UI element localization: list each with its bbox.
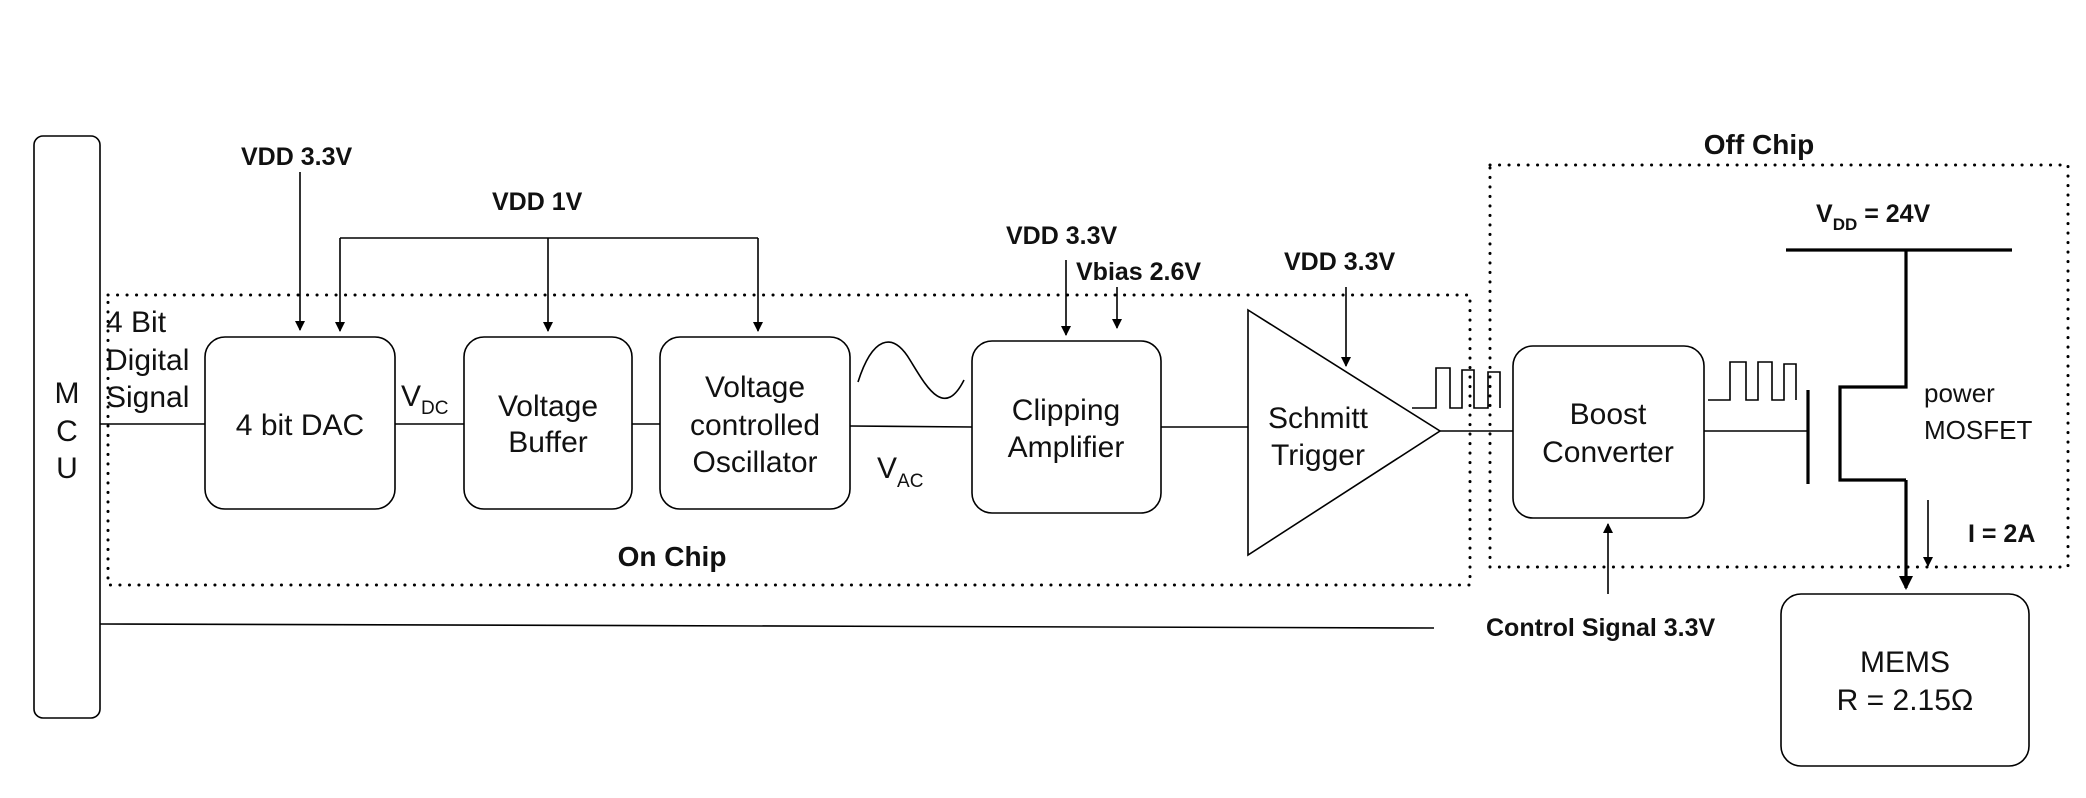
vbias-label: Vbias 2.6V: [1076, 258, 1201, 286]
square-wave-icon-boost: [1708, 361, 1797, 401]
dac-block: [204, 336, 396, 510]
input-signal-line1: 4 Bit: [106, 306, 167, 339]
on-chip-label: On Chip: [618, 541, 727, 572]
mcu-block: [33, 135, 101, 719]
buffer-label-line2: Buffer: [508, 426, 588, 459]
input-signal-line2: Digital: [106, 344, 189, 377]
mosfet-channel: [1838, 250, 1908, 482]
vdc-label: VDC: [401, 380, 448, 419]
boost-label-line2: Converter: [1542, 436, 1674, 469]
boost-converter-block: [1512, 345, 1705, 519]
wire-vco-clipping: [849, 425, 973, 428]
schmitt-label-line2: Trigger: [1271, 439, 1365, 472]
vco-label-line1: Voltage: [705, 371, 805, 404]
wire-mcu-control: [99, 623, 1435, 629]
vco-label-line3: Oscillator: [692, 446, 817, 479]
vco-label-line2: controlled: [690, 409, 820, 442]
amp-vdd-label: VDD 3.3V: [1006, 222, 1117, 250]
control-signal-label: Control Signal 3.3V: [1486, 614, 1716, 642]
input-signal-line3: Signal: [106, 381, 189, 414]
mosfet-label-line2: MOSFET: [1924, 415, 2032, 445]
mcu-letter-u: U: [56, 452, 78, 485]
mems-label-line1: MEMS: [1860, 646, 1950, 679]
vdd-24v-label: VDD = 24V: [1816, 200, 1931, 234]
sine-wave-icon: [857, 341, 965, 400]
boost-label-line1: Boost: [1570, 398, 1647, 431]
square-wave-icon-schmitt: [1412, 367, 1501, 409]
schmitt-vdd-label: VDD 3.3V: [1284, 248, 1395, 276]
mems-label-line2: R = 2.15Ω: [1837, 684, 1974, 717]
off-chip-region: [1488, 163, 2070, 569]
mcu-letter-c: C: [56, 415, 78, 448]
dac-vdd-label: VDD 3.3V: [241, 143, 352, 171]
current-label: I = 2A: [1968, 520, 2035, 548]
mcu-letter-m: M: [55, 377, 80, 410]
vac-label: VAC: [877, 452, 923, 492]
schmitt-trigger-block: [1247, 308, 1442, 557]
off-chip-label: Off Chip: [1704, 129, 1814, 160]
schmitt-label-line1: Schmitt: [1268, 402, 1369, 435]
buffer-label-line1: Voltage: [498, 390, 598, 423]
mems-block: [1780, 593, 2030, 767]
clipping-label-line1: Clipping: [1012, 394, 1120, 427]
vdd-1v-label: VDD 1V: [492, 188, 583, 216]
vco-block: [659, 336, 851, 510]
mosfet-label-line1: power: [1924, 378, 1995, 408]
clipping-block: [971, 340, 1162, 514]
clipping-label-line2: Amplifier: [1008, 431, 1125, 464]
buffer-block: [463, 336, 633, 510]
dac-label: 4 bit DAC: [236, 409, 364, 442]
